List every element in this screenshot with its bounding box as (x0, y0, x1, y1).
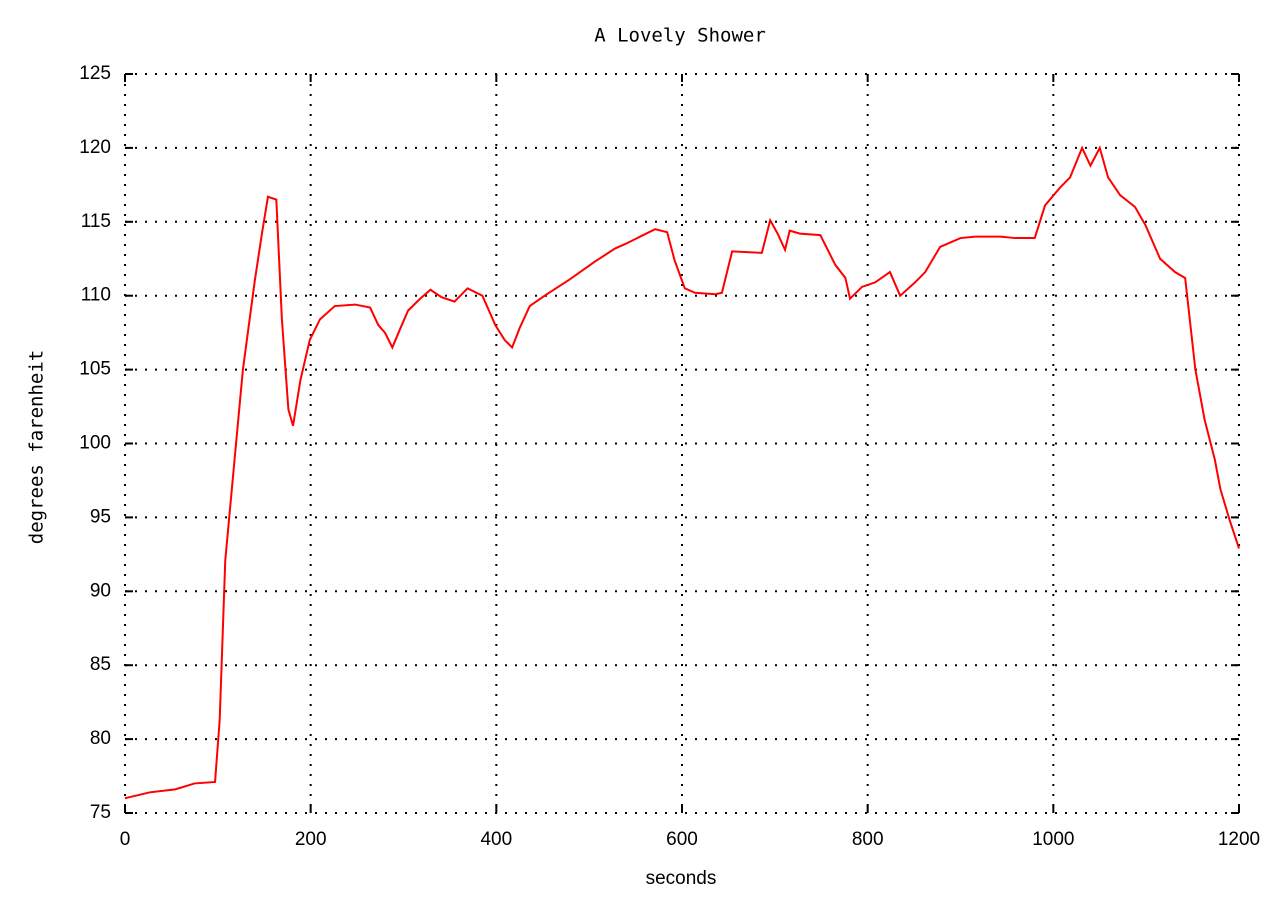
y-tick-label: 120 (79, 137, 111, 158)
y-tick-label: 110 (81, 285, 111, 306)
y-tick-label: 95 (90, 506, 111, 527)
y-tick-label: 90 (90, 580, 111, 601)
x-tick-label: 0 (120, 829, 131, 850)
y-tick-label: 80 (90, 728, 111, 749)
y-tick-label: 125 (79, 63, 111, 84)
y-tick-label: 75 (90, 802, 111, 823)
x-tick-label: 600 (666, 829, 698, 850)
y-tick-label: 100 (79, 433, 111, 454)
y-tick-label: 105 (79, 359, 111, 380)
y-tick-label: 115 (81, 211, 111, 232)
x-tick-label: 400 (480, 829, 512, 850)
x-tick-label: 1000 (1032, 829, 1074, 850)
y-tick-label: 85 (90, 654, 111, 675)
y-axis-label: degrees farenheit (26, 350, 48, 544)
x-tick-label: 800 (852, 829, 884, 850)
x-tick-label: 200 (295, 829, 327, 850)
x-tick-label: 1200 (1218, 829, 1260, 850)
chart-title: A Lovely Shower (594, 25, 766, 47)
x-axis-label: seconds (646, 868, 717, 889)
data-line (124, 145, 1240, 800)
